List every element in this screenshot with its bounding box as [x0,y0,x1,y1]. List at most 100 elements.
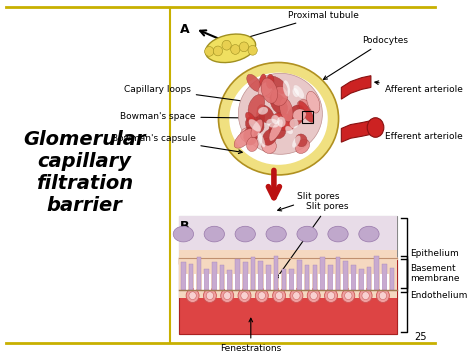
Circle shape [203,289,216,302]
Bar [212,262,217,290]
Ellipse shape [258,107,268,115]
Bar [228,270,232,290]
Ellipse shape [280,98,293,122]
Ellipse shape [292,136,301,148]
Bar [251,257,255,290]
Bar [220,266,224,290]
Circle shape [186,289,199,302]
Circle shape [376,289,389,302]
Text: Bowman's capsule: Bowman's capsule [111,134,242,153]
Circle shape [205,47,214,56]
Ellipse shape [258,81,273,97]
Circle shape [362,292,369,300]
Text: Afferent arteriole: Afferent arteriole [375,81,463,94]
Text: Proximal tubule: Proximal tubule [241,11,359,40]
Ellipse shape [266,75,274,88]
Bar [179,257,397,334]
Ellipse shape [293,85,304,98]
Text: A: A [180,23,189,36]
Ellipse shape [246,137,258,152]
Bar [312,265,317,290]
Circle shape [328,292,335,300]
Bar [328,266,333,290]
Bar [351,266,356,290]
Bar [282,268,286,290]
Bar [266,265,271,290]
Bar [179,250,397,297]
Ellipse shape [270,93,288,115]
Circle shape [222,40,231,50]
Bar [297,260,301,290]
Ellipse shape [287,105,305,126]
Bar [243,262,247,290]
Ellipse shape [266,119,279,127]
Ellipse shape [257,105,274,123]
Bar [181,262,186,290]
Ellipse shape [267,76,287,94]
Ellipse shape [262,129,277,145]
Bar [235,259,240,290]
Ellipse shape [307,91,320,113]
Ellipse shape [259,74,267,92]
Ellipse shape [234,129,254,148]
Ellipse shape [251,119,263,137]
Ellipse shape [272,115,280,124]
Ellipse shape [240,127,258,142]
Text: Slit pores: Slit pores [276,202,349,279]
Polygon shape [341,76,371,99]
Text: Efferent arteriole: Efferent arteriole [375,128,463,141]
Ellipse shape [272,113,295,131]
Circle shape [224,292,231,300]
Bar [359,269,364,290]
Text: B: B [180,220,189,233]
Bar [179,257,397,290]
Polygon shape [341,121,371,142]
Circle shape [379,292,387,300]
Bar [367,267,371,290]
Ellipse shape [264,84,276,98]
Text: Slit pores: Slit pores [278,192,339,211]
Ellipse shape [292,109,306,121]
Bar [305,265,310,290]
Ellipse shape [283,80,290,97]
Ellipse shape [359,226,379,242]
Ellipse shape [299,101,314,122]
Ellipse shape [244,127,257,145]
Text: Glomerular
capillary
filtration
barrier: Glomerular capillary filtration barrier [23,130,146,215]
Circle shape [238,289,251,302]
Ellipse shape [257,133,265,147]
Ellipse shape [249,119,261,132]
Circle shape [290,289,303,302]
Circle shape [310,292,318,300]
Circle shape [275,292,283,300]
Text: Capillary loops: Capillary loops [124,85,261,105]
Ellipse shape [246,116,264,133]
Circle shape [189,292,196,300]
Text: Fenestrations: Fenestrations [220,318,282,353]
Bar [289,269,294,290]
Circle shape [248,45,257,55]
Text: Basement
membrane: Basement membrane [410,264,460,283]
Ellipse shape [295,134,307,147]
Circle shape [255,289,268,302]
Ellipse shape [248,94,265,118]
Circle shape [258,292,265,300]
Circle shape [273,289,285,302]
Ellipse shape [261,78,278,103]
Text: Podocytes: Podocytes [323,36,408,80]
Ellipse shape [256,104,265,130]
Bar [258,262,263,290]
Bar [344,261,348,290]
Text: Epithelium: Epithelium [410,248,459,258]
Ellipse shape [290,119,299,129]
Ellipse shape [205,34,255,62]
Text: Endothelium: Endothelium [410,291,468,300]
Bar [301,111,313,122]
Ellipse shape [219,62,338,175]
Circle shape [359,289,372,302]
Circle shape [239,42,248,52]
Bar [374,256,379,290]
Ellipse shape [285,126,293,134]
Ellipse shape [297,99,309,110]
Ellipse shape [296,140,310,154]
